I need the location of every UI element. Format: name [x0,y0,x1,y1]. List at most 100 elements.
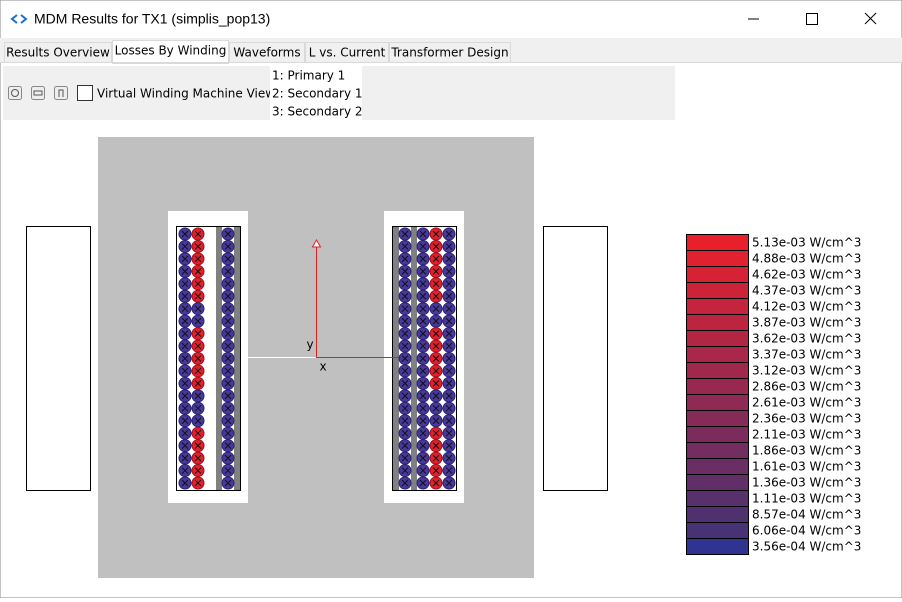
conductor-mark [445,404,453,412]
legend-label: 4.88e-03 W/cm^3 [752,252,861,266]
conductor-mark [445,442,453,450]
legend: 5.13e-03 W/cm^3 4.88e-03 W/cm^3 4.62e-03 W… [686,234,861,555]
conductor-mark [401,417,409,425]
conductor-mark [401,454,409,462]
conductor-mark [419,454,427,462]
winding-item[interactable]: 1: Primary 1 [272,69,345,83]
conductor-mark [194,342,202,350]
conductor-mark [181,267,189,275]
tab[interactable]: Waveforms [229,42,305,63]
tab-label[interactable]: Losses By Winding [115,44,227,58]
tab[interactable]: L vs. Current [305,42,389,63]
conductor-mark [181,442,189,450]
conductor-mark [181,280,189,288]
conductor-mark [194,255,202,263]
conductor [398,277,412,291]
conductor [442,364,456,378]
conductor [429,401,443,415]
conductor [429,476,443,490]
transformer-drawing: y x [26,137,608,578]
legend-label: 3.37e-03 W/cm^3 [752,348,861,362]
conductor [221,277,235,291]
conductor [442,464,456,478]
zoom-in-button[interactable] [8,86,22,100]
conductor [178,239,192,253]
conductor [178,426,192,440]
conductor [221,414,235,428]
conductor [442,314,456,328]
conductor-mark [419,367,427,375]
conductor [191,277,205,291]
conductor-mark [224,355,232,362]
conductor-mark [432,355,440,362]
conductor [191,476,205,490]
conductor [398,476,412,490]
conductor [221,339,235,353]
tab[interactable]: Losses By Winding [112,40,229,64]
tab-label[interactable]: Results Overview [6,46,110,60]
y-label: y [306,338,313,352]
conductor-mark [432,380,440,387]
conductor-mark [181,243,189,250]
conductor [429,302,443,316]
checkbox-label[interactable]: Virtual Winding Machine View [97,87,275,101]
conductor-mark [181,330,189,337]
conductor-mark [445,317,453,325]
legend-swatch [686,298,749,315]
conductor [398,239,412,253]
conductor-mark [445,367,453,375]
pan-button[interactable] [54,86,68,100]
conductor-mark [445,355,453,362]
tab[interactable]: Transformer Design [389,42,511,63]
legend-swatch [686,506,749,523]
conductor [416,339,430,353]
legend-swatch [686,314,749,331]
conductor-mark [194,404,202,412]
conductor-mark [194,317,202,325]
legend-swatch [686,538,749,555]
conductor [442,289,456,303]
conductor-mark [419,280,427,288]
conductor-mark [224,392,232,400]
conductor-mark [432,243,440,250]
legend-label: 3.87e-03 W/cm^3 [752,316,861,330]
conductor [416,252,430,266]
tab[interactable]: Results Overview [4,42,112,63]
conductor-mark [432,230,440,238]
tab-label[interactable]: Transformer Design [390,46,508,60]
close-button[interactable] [848,2,894,36]
conductor-mark [194,392,202,400]
conductor-mark [432,292,440,300]
checkbox[interactable] [77,85,93,101]
conductor-mark [419,243,427,250]
conductor [398,451,412,465]
tab-label[interactable]: Waveforms [233,46,300,60]
conductor-mark [224,454,232,462]
minimize-button[interactable] [730,2,776,36]
conductor-mark [445,467,453,474]
conductor-mark [401,330,409,337]
conductor-mark [432,417,440,425]
conductor-mark [181,429,189,437]
winding-item[interactable]: 3: Secondary 2 [272,105,363,119]
maximize-button[interactable] [790,2,836,36]
winding-item[interactable]: 2: Secondary 1 [272,87,363,101]
conductor-mark [181,355,189,362]
legend-swatch [686,346,749,363]
conductor [178,464,192,478]
conductor-mark [224,367,232,375]
conductor [429,426,443,440]
conductor-mark [224,305,232,313]
zoom-out-button[interactable] [31,86,45,100]
legend-swatch [686,266,749,283]
conductor-mark [401,442,409,450]
conductor [398,464,412,478]
conductor [178,389,192,403]
conductor [221,289,235,303]
conductor [398,339,412,353]
legend-swatch [686,442,749,459]
conductor [429,327,443,341]
tab-label[interactable]: L vs. Current [309,46,386,60]
conductor-mark [181,404,189,412]
conductor-mark [419,467,427,474]
